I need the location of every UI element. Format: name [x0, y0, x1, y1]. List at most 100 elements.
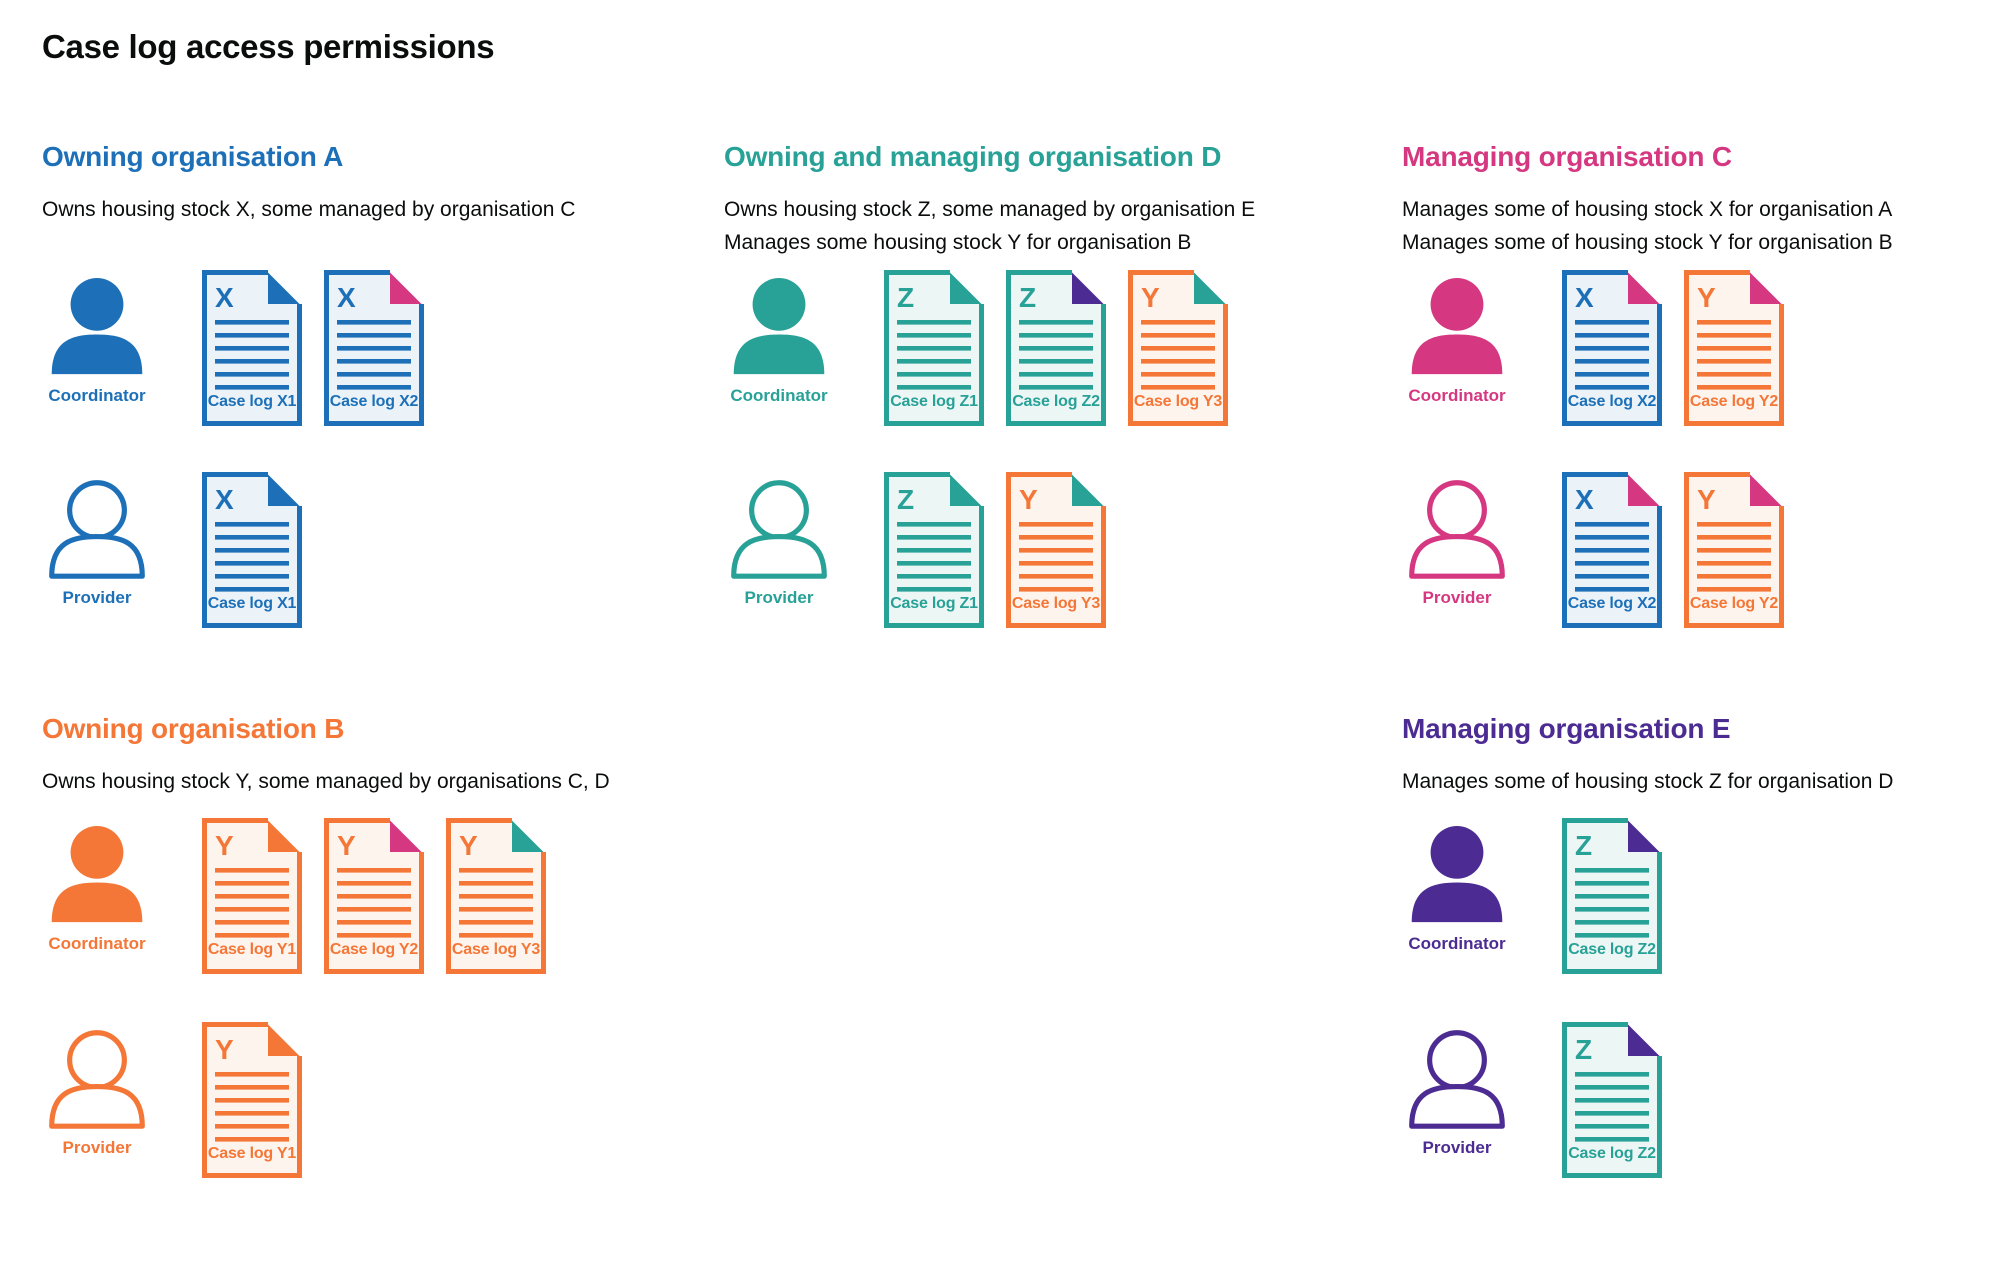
provider-icon — [1409, 480, 1505, 579]
provider-icon — [49, 1030, 145, 1129]
permission-row: Provider X Case log X1 — [42, 472, 302, 628]
document-text-line — [1019, 574, 1093, 579]
person-head — [752, 277, 806, 331]
folded-corner-icon — [1194, 272, 1226, 304]
document-text-line — [459, 894, 533, 899]
document-text-lines — [215, 522, 289, 592]
section-description-line: Manages some housing stock Y for organis… — [724, 231, 1192, 254]
document-text-line — [215, 1085, 289, 1090]
stock-letter: X — [337, 282, 356, 313]
stock-letter: Z — [897, 282, 914, 313]
document-text-line — [897, 535, 971, 540]
folded-corner-icon — [1750, 474, 1782, 506]
document-text-line — [1575, 881, 1649, 886]
document-text-line — [1141, 385, 1215, 390]
permission-row: Coordinator X Case log X1 X Case log X2 — [42, 270, 424, 426]
stock-letter: X — [215, 282, 234, 313]
stock-letter: Y — [1697, 484, 1716, 515]
document-text-lines — [1575, 320, 1649, 390]
permission-row: Provider Z Case log Z2 — [1402, 1022, 1662, 1178]
document-text-line — [1019, 372, 1093, 377]
folded-corner-icon — [1628, 820, 1660, 852]
coordinator-icon — [51, 825, 143, 923]
case-log-document-icon: X Case log X2 — [324, 270, 424, 426]
document-text-line — [1141, 372, 1215, 377]
permission-row: Coordinator Y Case log Y1 Y Case log Y2 … — [42, 818, 546, 974]
document-border — [324, 818, 424, 974]
case-log-label: Case log Z2 — [1568, 1145, 1656, 1162]
folded-corner-icon — [268, 1024, 300, 1056]
folded-corner-icon — [950, 272, 982, 304]
document-text-line — [1019, 346, 1093, 351]
document-text-line — [897, 346, 971, 351]
document-text-line — [1575, 868, 1649, 873]
document-text-line — [459, 881, 533, 886]
document-text-line — [1575, 894, 1649, 899]
document-text-line — [897, 587, 971, 592]
org-section-org-a: Owning organisation A Owns housing stock… — [42, 140, 702, 628]
document-text-line — [1019, 359, 1093, 364]
case-log-document-icon: X Case log X2 — [1562, 270, 1662, 426]
role-label: Provider — [62, 1138, 132, 1157]
document-text-line — [1697, 372, 1771, 377]
document-border — [1684, 472, 1784, 628]
document-text-line — [215, 1111, 289, 1116]
document-text-line — [1575, 548, 1649, 553]
document-text-line — [215, 920, 289, 925]
document-text-lines — [1575, 1072, 1649, 1142]
document-text-line — [1575, 346, 1649, 351]
section-title: Managing organisation E — [1402, 713, 1731, 744]
case-log-documents: X Case log X1 X Case log X2 — [202, 270, 424, 426]
case-log-label: Case log X2 — [330, 393, 419, 410]
document-text-line — [1575, 320, 1649, 325]
document-border — [884, 270, 984, 426]
document-text-line — [1575, 587, 1649, 592]
stock-letter: Y — [459, 830, 478, 861]
document-text-line — [1575, 385, 1649, 390]
permission-row: Coordinator Z Case log Z2 — [1402, 818, 1662, 974]
role-cell: Provider — [42, 472, 202, 608]
case-log-document-icon: Y Case log Y1 — [202, 1022, 302, 1178]
document-text-lines — [337, 320, 411, 390]
case-log-label: Case log Z1 — [890, 595, 978, 612]
person-head — [70, 825, 124, 879]
case-log-label: Case log Y1 — [208, 941, 297, 958]
document-text-line — [1697, 535, 1771, 540]
case-log-documents: Z Case log Z2 — [1562, 818, 1662, 974]
document-text-lines — [1697, 522, 1771, 592]
case-log-documents: Y Case log Y1 Y Case log Y2 Y Case log Y… — [202, 818, 546, 974]
document-text-line — [1697, 385, 1771, 390]
coordinator-icon — [733, 277, 825, 375]
role-cell: Coordinator — [1402, 270, 1562, 406]
document-text-line — [459, 868, 533, 873]
document-text-lines — [1575, 522, 1649, 592]
folded-corner-icon — [1750, 272, 1782, 304]
folded-corner-icon — [268, 820, 300, 852]
document-border — [1562, 472, 1662, 628]
role-label: Coordinator — [48, 386, 146, 405]
folded-corner-icon — [1072, 272, 1104, 304]
document-text-lines — [1697, 320, 1771, 390]
document-text-line — [1019, 522, 1093, 527]
person-body — [51, 334, 143, 375]
document-text-lines — [897, 522, 971, 592]
document-text-line — [337, 333, 411, 338]
case-log-documents: Z Case log Z1 Y Case log Y3 — [884, 472, 1106, 628]
case-log-label: Case log X2 — [1568, 595, 1657, 612]
document-text-line — [897, 548, 971, 553]
document-text-line — [1575, 359, 1649, 364]
person-body — [49, 1083, 145, 1129]
document-text-line — [215, 535, 289, 540]
document-text-line — [215, 933, 289, 938]
section-description: Owns housing stock Y, some managed by or… — [42, 765, 702, 798]
case-log-label: Case log Y2 — [1690, 393, 1779, 410]
document-text-line — [337, 385, 411, 390]
section-description: Manages some of housing stock Z for orga… — [1402, 765, 2000, 798]
section-description-line: Manages some of housing stock X for orga… — [1402, 198, 1893, 221]
document-text-line — [1575, 1124, 1649, 1129]
role-label: Coordinator — [1408, 934, 1506, 953]
document-text-line — [1141, 359, 1215, 364]
role-cell: Provider — [1402, 1022, 1562, 1158]
case-log-document-icon: Y Case log Y3 — [1006, 472, 1106, 628]
